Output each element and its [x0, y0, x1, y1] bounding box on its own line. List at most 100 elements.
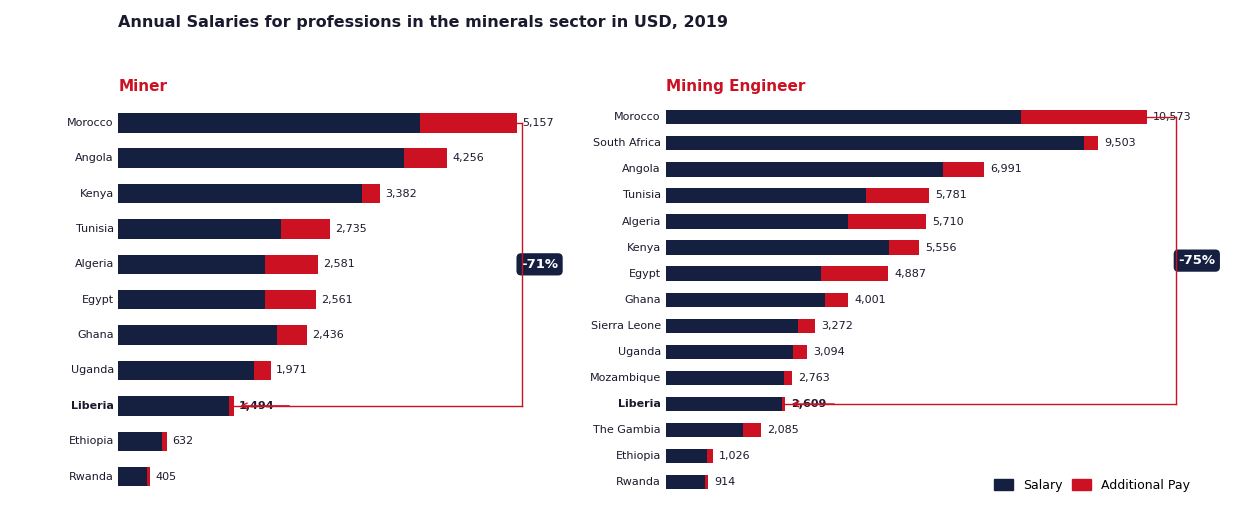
Text: 1,026: 1,026 — [720, 451, 751, 461]
Bar — [944, 162, 984, 177]
Bar — [666, 423, 743, 437]
Text: Liberia: Liberia — [618, 399, 661, 409]
Text: 2,735: 2,735 — [335, 224, 367, 234]
Bar — [793, 345, 807, 359]
Text: Miner: Miner — [118, 79, 167, 93]
Bar — [276, 325, 306, 345]
Text: Uganda: Uganda — [71, 365, 113, 375]
Text: 2,085: 2,085 — [767, 425, 799, 435]
Bar — [118, 431, 162, 451]
Text: 914: 914 — [713, 477, 735, 487]
Text: 3,272: 3,272 — [822, 321, 853, 331]
Text: The Gambia: The Gambia — [593, 425, 661, 435]
Text: Liberia: Liberia — [71, 401, 113, 411]
Text: 4,887: 4,887 — [895, 269, 926, 279]
Bar — [820, 267, 888, 281]
Bar — [1021, 110, 1147, 124]
Text: 405: 405 — [154, 471, 176, 482]
Text: Egypt: Egypt — [82, 295, 113, 305]
Bar — [666, 319, 798, 333]
Text: 10,573: 10,573 — [1153, 112, 1191, 122]
Bar — [229, 396, 234, 416]
Bar — [118, 325, 276, 345]
Bar — [666, 240, 889, 255]
Bar — [265, 290, 316, 309]
Text: Ethiopia: Ethiopia — [615, 451, 661, 461]
Text: Tunisia: Tunisia — [76, 224, 113, 234]
Bar — [162, 431, 167, 451]
Bar — [784, 371, 792, 385]
Text: 632: 632 — [173, 436, 194, 446]
Bar — [889, 240, 919, 255]
Bar — [362, 184, 380, 203]
Bar — [707, 449, 712, 463]
Bar — [705, 475, 707, 489]
Text: 9,503: 9,503 — [1104, 138, 1137, 148]
Text: Ghana: Ghana — [624, 295, 661, 305]
Bar — [666, 449, 707, 463]
Text: 1,494: 1,494 — [239, 401, 275, 411]
Text: 1,971: 1,971 — [276, 365, 308, 375]
Text: 5,781: 5,781 — [935, 190, 967, 201]
Bar — [666, 214, 848, 229]
Bar — [825, 293, 848, 307]
Text: Rwanda: Rwanda — [68, 471, 113, 482]
Text: 5,556: 5,556 — [925, 243, 956, 252]
Text: Egypt: Egypt — [629, 269, 661, 279]
Text: 4,001: 4,001 — [854, 295, 886, 305]
Text: 2,609: 2,609 — [791, 399, 827, 409]
Text: Morocco: Morocco — [67, 118, 113, 128]
Text: Algeria: Algeria — [75, 260, 113, 269]
Text: Uganda: Uganda — [618, 347, 661, 357]
Bar — [666, 293, 825, 307]
Bar — [798, 319, 814, 333]
Text: Mining Engineer: Mining Engineer — [666, 79, 806, 93]
Bar — [118, 255, 265, 274]
Text: 3,382: 3,382 — [385, 188, 417, 199]
Text: 2,581: 2,581 — [324, 260, 355, 269]
Text: Angola: Angola — [622, 165, 661, 174]
Bar — [118, 184, 362, 203]
Bar — [280, 219, 330, 239]
Text: Ethiopia: Ethiopia — [68, 436, 113, 446]
Bar — [666, 110, 1021, 124]
Bar — [254, 361, 270, 380]
Bar — [118, 361, 254, 380]
Bar — [118, 396, 229, 416]
Bar — [118, 148, 405, 168]
Legend: Salary, Additional Pay: Salary, Additional Pay — [990, 473, 1195, 497]
Text: Ghana: Ghana — [77, 330, 113, 340]
Bar — [118, 467, 147, 486]
Bar — [666, 345, 793, 359]
Text: Kenya: Kenya — [80, 188, 113, 199]
Bar — [666, 397, 782, 411]
Text: Angola: Angola — [75, 153, 113, 163]
Text: Tunisia: Tunisia — [622, 190, 661, 201]
Bar — [405, 148, 447, 168]
Text: Rwanda: Rwanda — [616, 477, 661, 487]
Bar — [1084, 136, 1098, 150]
Bar — [666, 188, 867, 203]
Bar — [147, 467, 149, 486]
Text: 5,157: 5,157 — [522, 118, 554, 128]
Text: 3,094: 3,094 — [813, 347, 845, 357]
Text: Sierra Leone: Sierra Leone — [590, 321, 661, 331]
Bar — [118, 290, 265, 309]
Text: South Africa: South Africa — [593, 138, 661, 148]
Text: Morocco: Morocco — [614, 112, 661, 122]
Text: -71%: -71% — [522, 258, 558, 271]
Text: 6,991: 6,991 — [990, 165, 1022, 174]
Bar — [666, 136, 1084, 150]
Text: Algeria: Algeria — [621, 216, 661, 227]
Bar — [118, 219, 280, 239]
Text: 2,436: 2,436 — [312, 330, 344, 340]
Bar — [118, 113, 420, 133]
Text: Mozambique: Mozambique — [590, 373, 661, 383]
Text: 2,561: 2,561 — [321, 295, 354, 305]
Bar — [743, 423, 761, 437]
Text: Annual Salaries for professions in the minerals sector in USD, 2019: Annual Salaries for professions in the m… — [118, 15, 728, 30]
Text: 5,710: 5,710 — [933, 216, 964, 227]
Bar — [782, 397, 784, 411]
Text: Kenya: Kenya — [626, 243, 661, 252]
Bar — [666, 371, 784, 385]
